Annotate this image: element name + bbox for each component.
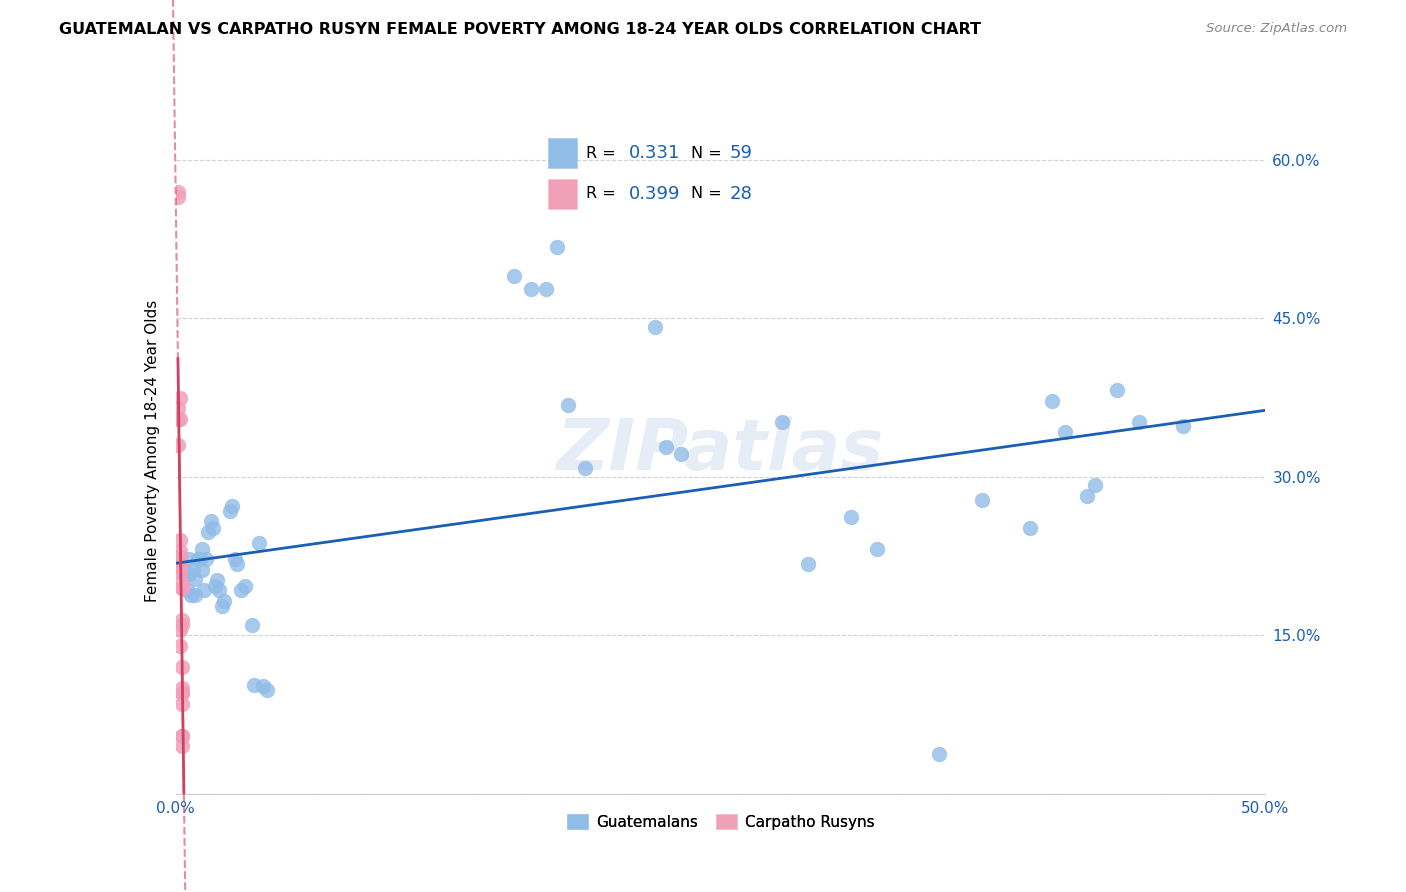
Point (169, 639, 191, 653)
Point (970, 493, 993, 508)
Point (841, 510, 863, 524)
Point (770, 415, 793, 429)
Point (520, 282, 543, 296)
Point (197, 524, 219, 539)
Point (169, 533, 191, 548)
Point (671, 447, 693, 461)
Point (167, 185, 190, 199)
Point (169, 544, 191, 558)
Point (191, 563, 214, 577)
Point (193, 582, 215, 597)
Point (167, 190, 190, 204)
Point (169, 549, 191, 563)
Point (1171, 419, 1194, 434)
Point (195, 552, 218, 566)
Point (169, 623, 191, 637)
Point (188, 552, 211, 566)
Point (219, 504, 242, 518)
Point (1019, 520, 1042, 534)
Point (1128, 415, 1150, 429)
Point (1084, 478, 1107, 492)
Point (557, 398, 579, 412)
Point (169, 391, 191, 405)
Point (1107, 383, 1129, 397)
Point (200, 514, 222, 528)
Point (167, 411, 190, 425)
Point (191, 541, 214, 556)
Point (172, 681, 194, 696)
Point (256, 683, 278, 698)
Point (172, 729, 194, 743)
Point (173, 567, 195, 582)
Point (172, 686, 194, 700)
Point (180, 588, 202, 602)
Point (208, 582, 231, 597)
Point (205, 574, 228, 588)
Point (184, 588, 207, 602)
Point (169, 411, 191, 425)
Point (177, 567, 200, 582)
Point (177, 552, 200, 566)
Text: ZIPatlas: ZIPatlas (557, 416, 884, 485)
Point (546, 239, 568, 253)
Point (247, 536, 270, 550)
Point (176, 582, 198, 597)
Point (172, 617, 194, 632)
Point (574, 461, 596, 475)
Point (172, 739, 194, 754)
Point (221, 500, 243, 514)
Point (502, 269, 524, 284)
Point (534, 282, 557, 296)
Point (1040, 393, 1063, 408)
Point (211, 599, 233, 613)
Point (169, 557, 191, 571)
Point (212, 593, 235, 607)
Y-axis label: Female Poverty Among 18-24 Year Olds: Female Poverty Among 18-24 Year Olds (145, 300, 160, 601)
Point (1053, 425, 1076, 440)
Point (204, 579, 226, 593)
Point (1076, 489, 1098, 503)
Text: Source: ZipAtlas.com: Source: ZipAtlas.com (1206, 22, 1347, 36)
Point (184, 573, 207, 587)
Point (172, 697, 194, 711)
Point (235, 579, 257, 593)
Point (172, 562, 194, 576)
Point (172, 729, 194, 743)
Point (655, 440, 678, 454)
Point (866, 541, 889, 556)
Point (928, 747, 950, 761)
Point (172, 581, 194, 595)
Point (224, 552, 246, 566)
Point (181, 563, 204, 577)
Point (167, 438, 190, 452)
Point (169, 559, 191, 574)
Legend: Guatemalans, Carpatho Rusyns: Guatemalans, Carpatho Rusyns (561, 808, 880, 836)
Point (172, 660, 194, 674)
Point (231, 582, 253, 597)
Point (225, 557, 247, 571)
Point (169, 559, 191, 574)
Point (186, 552, 209, 566)
Text: GUATEMALAN VS CARPATHO RUSYN FEMALE POVERTY AMONG 18-24 YEAR OLDS CORRELATION CH: GUATEMALAN VS CARPATHO RUSYN FEMALE POVE… (59, 22, 981, 37)
Point (243, 678, 266, 692)
Point (172, 581, 194, 595)
Point (796, 557, 818, 571)
Point (169, 565, 191, 579)
Point (644, 319, 666, 334)
Point (172, 686, 194, 700)
Point (172, 613, 194, 627)
Point (167, 401, 190, 416)
Point (252, 679, 274, 693)
Point (172, 575, 194, 590)
Point (240, 617, 263, 632)
Point (201, 520, 224, 534)
